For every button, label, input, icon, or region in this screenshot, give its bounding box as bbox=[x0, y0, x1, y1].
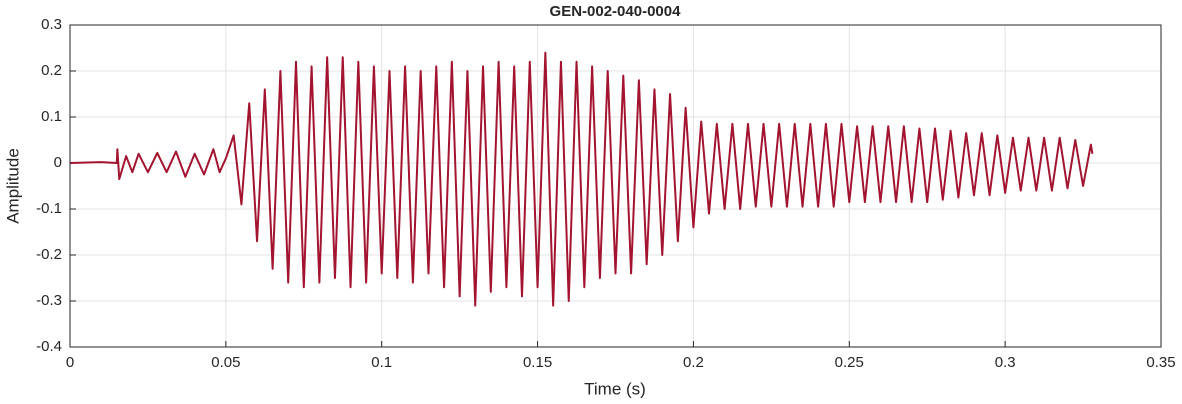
plot-area bbox=[70, 25, 1161, 347]
chart-title: GEN-002-040-0004 bbox=[550, 3, 682, 20]
x-tick-label: 0 bbox=[66, 354, 74, 371]
x-axis-label: Time (s) bbox=[584, 379, 646, 398]
axes-box bbox=[69, 24, 1162, 348]
y-tick-label: 0.1 bbox=[41, 108, 62, 125]
waveform-line bbox=[69, 51, 1094, 307]
x-tick-label: 0.1 bbox=[371, 354, 392, 371]
y-tick-label: -0.4 bbox=[36, 338, 62, 355]
y-tick-label: -0.2 bbox=[36, 246, 62, 263]
y-tick-label: 0 bbox=[54, 154, 62, 171]
x-tick-label: 0.3 bbox=[995, 354, 1016, 371]
y-tick-label: -0.3 bbox=[36, 292, 62, 309]
y-tick-label: 0.2 bbox=[41, 62, 62, 79]
x-tick-label: 0.2 bbox=[683, 354, 704, 371]
y-tick-label: -0.1 bbox=[36, 200, 62, 217]
x-tick-label: 0.05 bbox=[211, 354, 240, 371]
marks bbox=[69, 51, 1094, 307]
x-tick-label: 0.35 bbox=[1146, 354, 1175, 371]
y-tick-label: 0.3 bbox=[41, 16, 62, 33]
y-axis-label: Amplitude bbox=[3, 148, 22, 224]
x-tick-label: 0.15 bbox=[523, 354, 552, 371]
x-tick-label: 0.25 bbox=[835, 354, 864, 371]
